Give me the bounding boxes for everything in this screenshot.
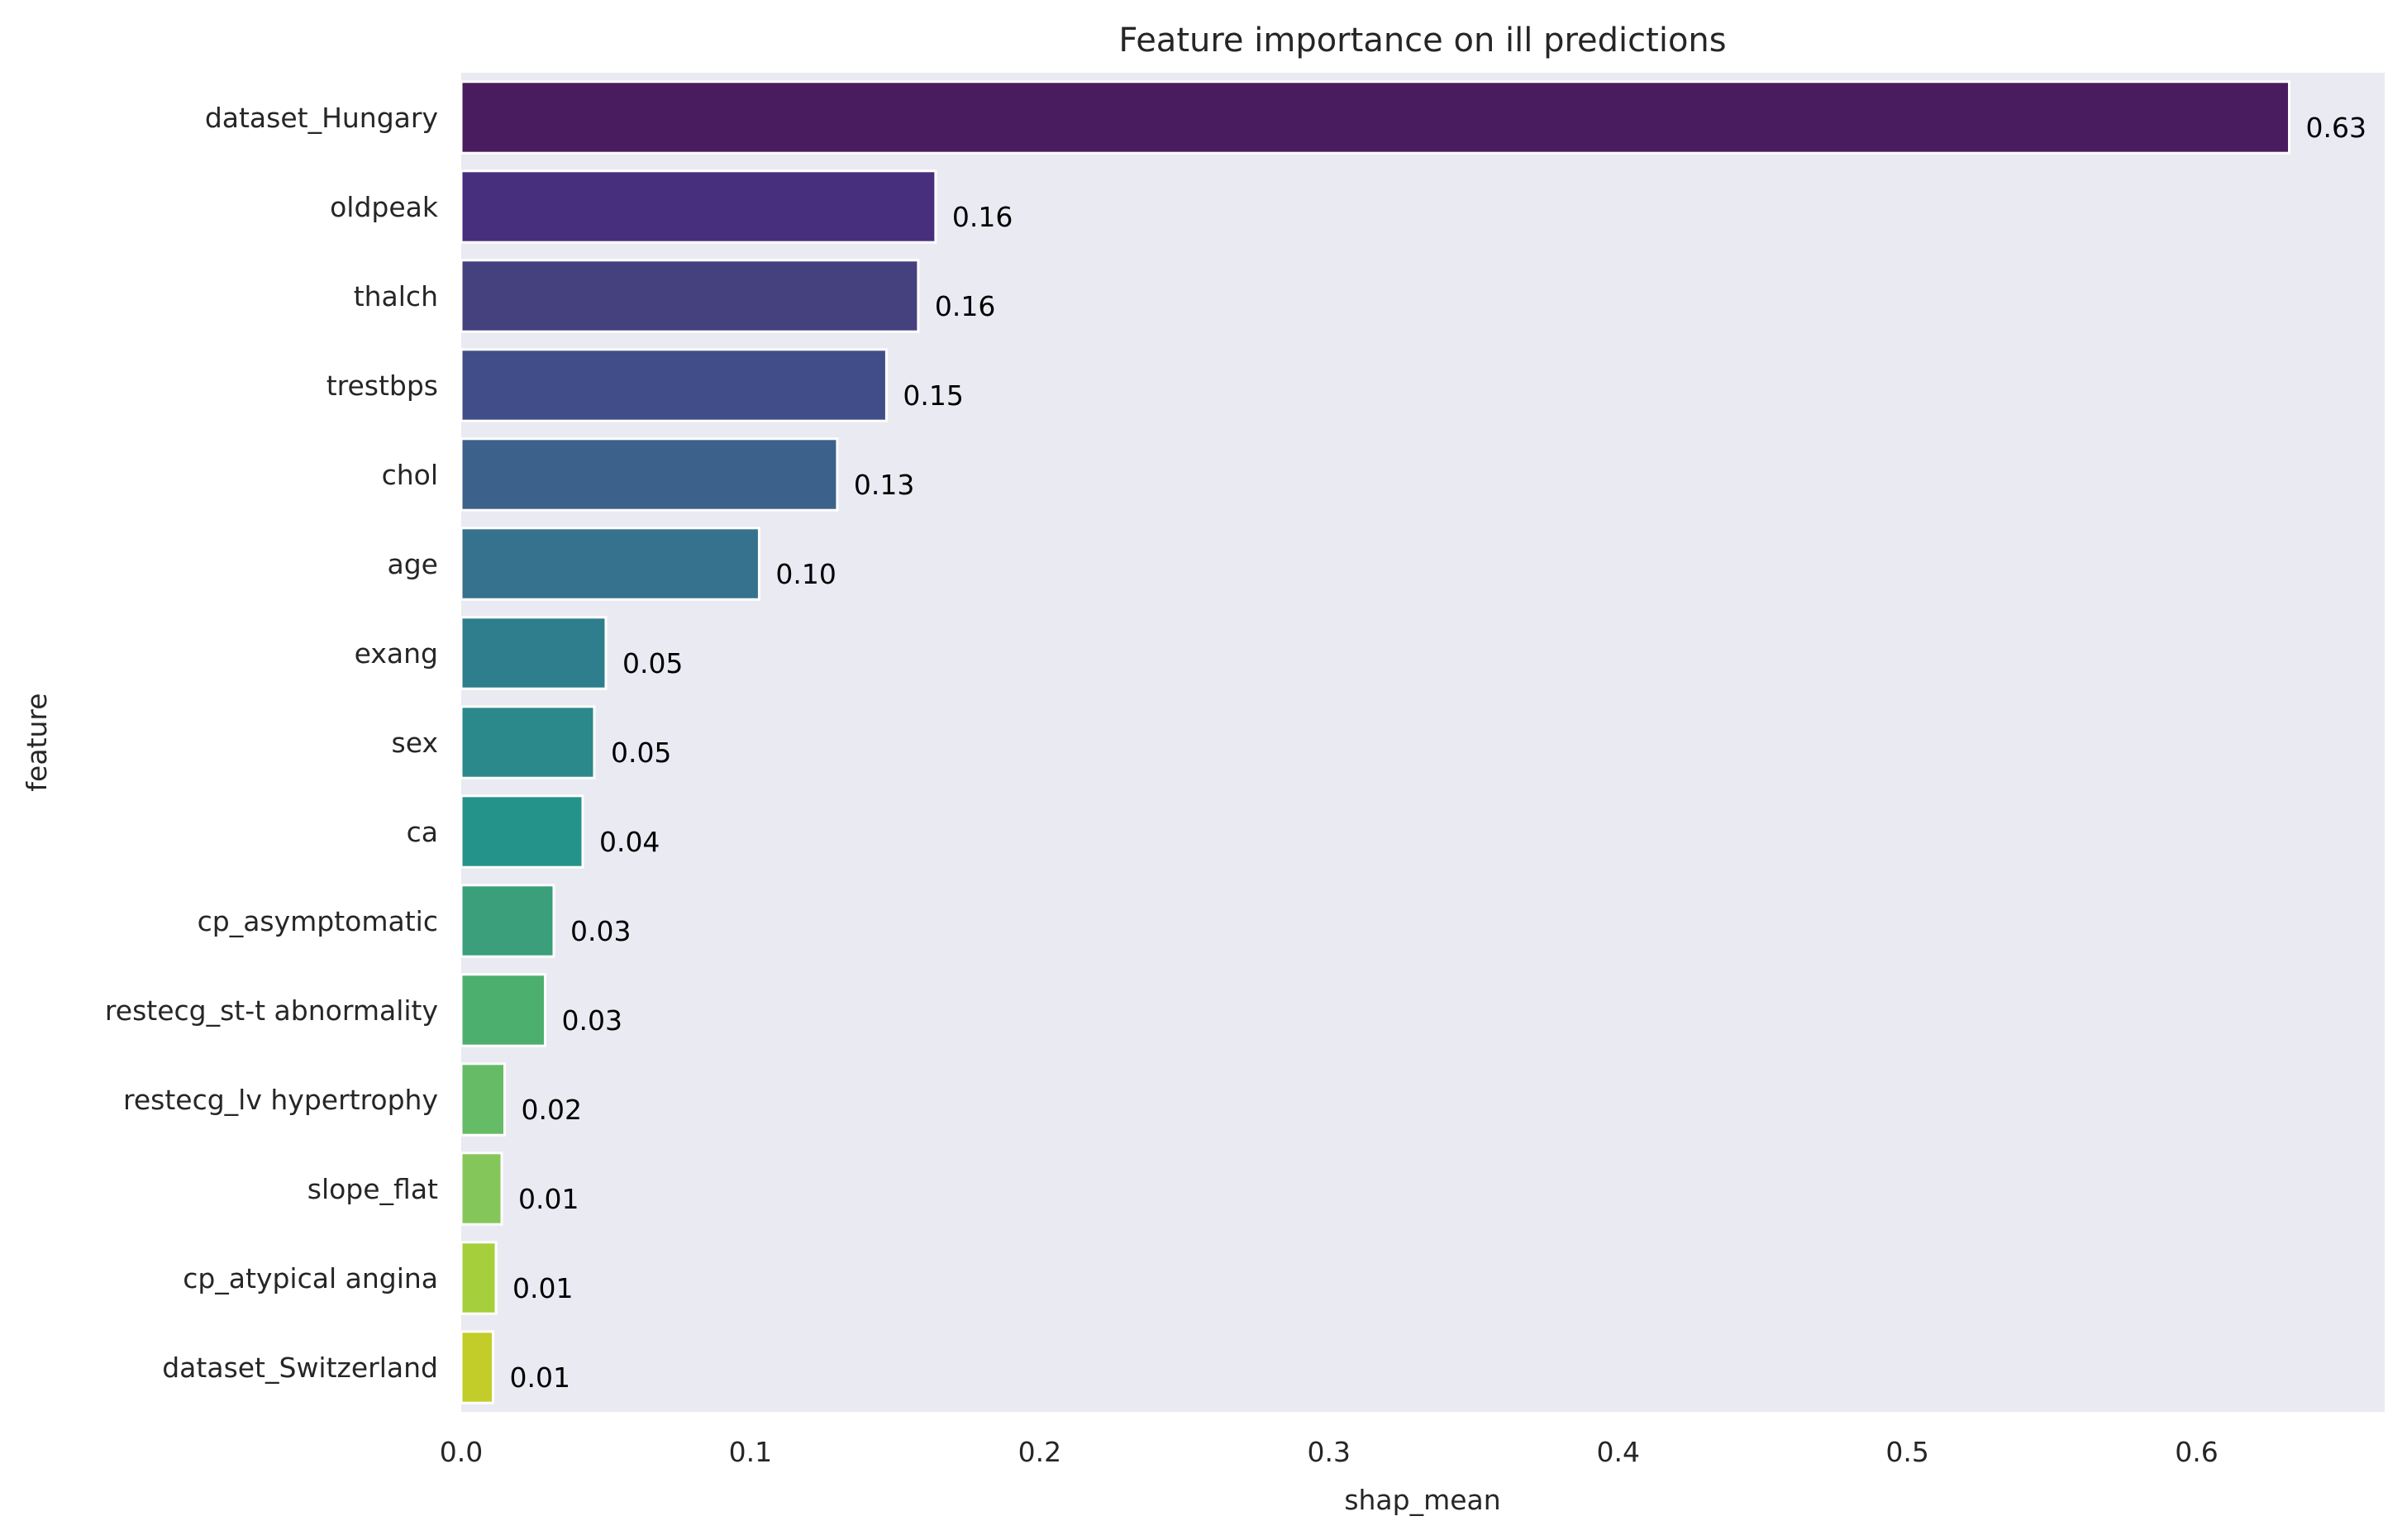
x-tick-label: 0.4 [1596, 1436, 1639, 1468]
bar [460, 80, 2291, 155]
x-tick-label: 0.1 [729, 1436, 772, 1468]
y-tick-label: restecg_lv hypertrophy [123, 1084, 438, 1116]
y-tick-label: restecg_st-t abnormality [105, 994, 438, 1027]
data-label: 0.01 [512, 1272, 573, 1304]
x-axis-label: shap_mean [1344, 1484, 1500, 1516]
data-label: 0.63 [2306, 112, 2366, 144]
x-tick-label: 0.0 [440, 1436, 483, 1468]
data-labels: 0.63 0.16 0.16 0.15 0.13 0.10 0.05 0.05 0.04 0.03… [509, 112, 2366, 1394]
y-tick-label: thalch [354, 280, 438, 312]
y-tick-label: sex [392, 727, 438, 759]
bar [460, 1241, 498, 1315]
data-label: 0.01 [518, 1183, 579, 1215]
data-label: 0.05 [611, 737, 671, 769]
chart-title: Feature importance on ill predictions [1118, 21, 1726, 60]
bar [460, 794, 584, 869]
bar [460, 169, 937, 244]
y-tick-label: trestbps [326, 370, 438, 402]
y-tick-label: dataset_Switzerland [162, 1352, 438, 1384]
bars-layer [460, 80, 2291, 1404]
bar [460, 527, 760, 601]
y-tick-label: age [388, 548, 438, 580]
data-label: 0.02 [521, 1094, 581, 1126]
data-label: 0.05 [622, 647, 683, 679]
bar [460, 973, 546, 1047]
y-tick-label: oldpeak [330, 191, 439, 223]
data-label: 0.15 [903, 379, 963, 412]
y-tick-label: chol [382, 459, 438, 491]
bar [460, 348, 888, 422]
bar [460, 1062, 506, 1137]
x-tick-label: 0.6 [2175, 1436, 2218, 1468]
x-tick-label: 0.3 [1308, 1436, 1351, 1468]
data-label: 0.01 [509, 1361, 570, 1394]
bar [460, 1151, 503, 1226]
data-label: 0.16 [935, 290, 995, 322]
data-label: 0.10 [775, 558, 836, 590]
y-tick-label: dataset_Hungary [205, 102, 438, 134]
bar [460, 1330, 494, 1404]
y-tick-label: cp_asymptomatic [198, 905, 438, 937]
bar [460, 437, 839, 512]
x-tick-label: 0.2 [1018, 1436, 1061, 1468]
data-label: 0.04 [599, 826, 660, 858]
data-label: 0.13 [854, 469, 914, 501]
data-label: 0.03 [570, 915, 631, 947]
data-label: 0.03 [561, 1004, 622, 1037]
bar [460, 884, 555, 958]
bar [460, 616, 608, 690]
x-tick-labels: 0.0 0.1 0.2 0.3 0.4 0.5 0.6 [440, 1436, 2219, 1468]
y-axis-label: feature [21, 693, 53, 791]
bar [460, 259, 920, 333]
y-tick-label: ca [407, 816, 438, 848]
y-tick-label: cp_atypical angina [183, 1262, 438, 1294]
bar [460, 705, 596, 780]
x-tick-label: 0.5 [1885, 1436, 1928, 1468]
data-label: 0.16 [952, 201, 1013, 233]
y-tick-label: exang [355, 637, 438, 670]
y-tick-label: slope_flat [307, 1173, 438, 1205]
